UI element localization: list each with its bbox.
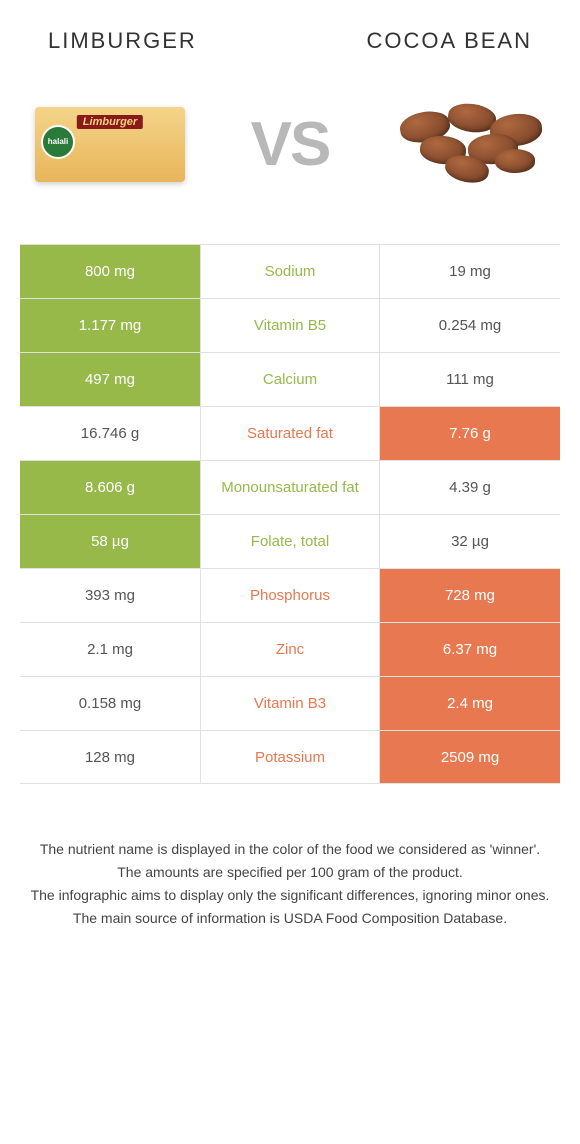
left-value-cell: 8.606 g [20,461,200,514]
table-row: 497 mgCalcium111 mg [20,352,560,406]
right-food-title: COCOA BEAN [367,28,532,54]
left-value-cell: 800 mg [20,245,200,298]
table-row: 58 µgFolate, total32 µg [20,514,560,568]
right-value-cell: 7.76 g [380,407,560,460]
table-row: 8.606 gMonounsaturated fat4.39 g [20,460,560,514]
table-row: 128 mgPotassium2509 mg [20,730,560,784]
table-row: 1.177 mgVitamin B50.254 mg [20,298,560,352]
right-value-cell: 19 mg [380,245,560,298]
left-value-cell: 16.746 g [20,407,200,460]
footer-line: The main source of information is USDA F… [20,908,560,929]
footer-notes: The nutrient name is displayed in the co… [20,839,560,929]
right-value-cell: 0.254 mg [380,299,560,352]
nutrient-label-cell: Folate, total [200,515,380,568]
right-value-cell: 32 µg [380,515,560,568]
limburger-package-label: Limburger [77,115,143,129]
right-value-cell: 4.39 g [380,461,560,514]
left-value-cell: 0.158 mg [20,677,200,730]
vs-label: VS [251,109,330,180]
table-row: 0.158 mgVitamin B32.4 mg [20,676,560,730]
left-value-cell: 128 mg [20,731,200,783]
cocoa-bean-icon [495,149,535,173]
left-value-cell: 1.177 mg [20,299,200,352]
left-value-cell: 497 mg [20,353,200,406]
limburger-image: Limburger halali [30,94,190,194]
header: LIMBURGER COCOA BEAN [0,0,580,54]
table-row: 16.746 gSaturated fat7.76 g [20,406,560,460]
beans-cluster [390,94,550,194]
right-value-cell: 6.37 mg [380,623,560,676]
nutrient-label-cell: Monounsaturated fat [200,461,380,514]
footer-line: The amounts are specified per 100 gram o… [20,862,560,883]
nutrient-label-cell: Vitamin B5 [200,299,380,352]
left-value-cell: 58 µg [20,515,200,568]
nutrient-label-cell: Vitamin B3 [200,677,380,730]
nutrient-label-cell: Zinc [200,623,380,676]
right-value-cell: 2509 mg [380,731,560,783]
left-food-title: LIMBURGER [48,28,197,54]
limburger-badge-icon: halali [41,125,75,159]
comparison-table: 800 mgSodium19 mg1.177 mgVitamin B50.254… [20,244,560,784]
nutrient-label-cell: Calcium [200,353,380,406]
hero-row: Limburger halali VS [0,54,580,244]
table-row: 2.1 mgZinc6.37 mg [20,622,560,676]
table-row: 800 mgSodium19 mg [20,244,560,298]
left-value-cell: 393 mg [20,569,200,622]
footer-line: The nutrient name is displayed in the co… [20,839,560,860]
limburger-block: Limburger halali [35,107,185,182]
nutrient-label-cell: Saturated fat [200,407,380,460]
nutrient-label-cell: Sodium [200,245,380,298]
nutrient-label-cell: Potassium [200,731,380,783]
left-value-cell: 2.1 mg [20,623,200,676]
nutrient-label-cell: Phosphorus [200,569,380,622]
right-value-cell: 728 mg [380,569,560,622]
right-value-cell: 111 mg [380,353,560,406]
cocoa-bean-image [390,94,550,194]
footer-line: The infographic aims to display only the… [20,885,560,906]
table-row: 393 mgPhosphorus728 mg [20,568,560,622]
right-value-cell: 2.4 mg [380,677,560,730]
